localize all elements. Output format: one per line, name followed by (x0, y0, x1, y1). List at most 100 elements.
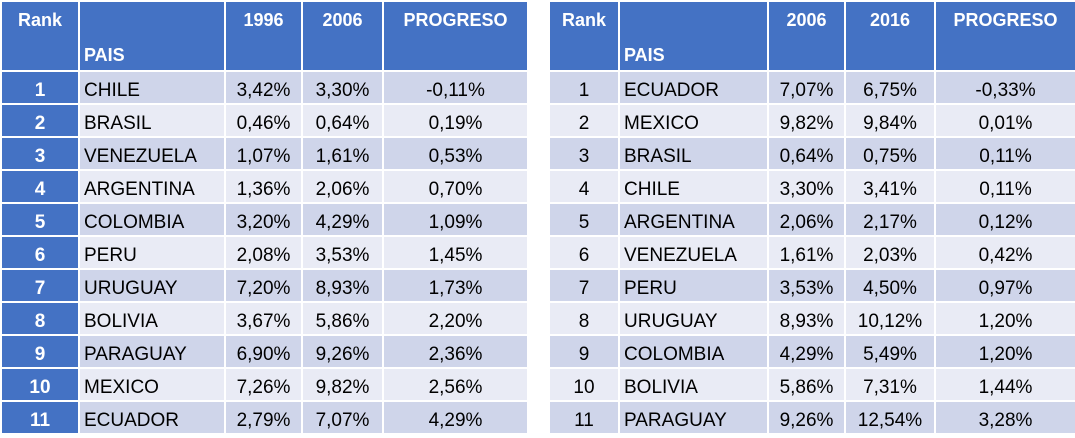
gap (527, 367, 550, 402)
gap (527, 169, 550, 204)
value-cell: 3,30% (767, 169, 846, 204)
value-cell: 4,29% (382, 400, 529, 435)
value-cell: 0,01% (934, 103, 1075, 138)
value-cell: 2,08% (224, 235, 303, 270)
value-cell: 1,61% (301, 136, 384, 171)
value-cell: 7,20% (224, 268, 303, 303)
table-row: 11 ECUADOR 2,79% 7,07% 4,29% 11 PARAGUAY 9,26% 1… (0, 400, 1075, 435)
value-cell: 9,84% (844, 103, 936, 138)
value-cell: 4,29% (301, 202, 384, 237)
table-body: 1 CHILE 3,42% 3,30% -0,11% 1 ECUADOR 7,07% 6,75%… (0, 70, 1075, 435)
table-row: 7 URUGUAY 7,20% 8,93% 1,73% 7 PERU 3,53% 4,50% 0,… (0, 268, 1075, 303)
value-cell: 3,42% (224, 70, 303, 105)
country-cell: BRASIL (618, 136, 769, 171)
country-cell: ARGENTINA (78, 169, 226, 204)
country-cell: BRASIL (78, 103, 226, 138)
rank-cell: 1 (548, 70, 620, 105)
rank-cell: 3 (0, 136, 80, 171)
country-cell: MEXICO (618, 103, 769, 138)
gap (527, 301, 550, 336)
value-cell: 2,17% (844, 202, 936, 237)
rank-cell: 1 (0, 70, 80, 105)
country-cell: COLOMBIA (78, 202, 226, 237)
gap (527, 202, 550, 237)
header-row: Rank PAIS 1996 2006 PROGRESO Rank PAIS 2006 2016… (0, 0, 1075, 72)
value-cell: 0,64% (767, 136, 846, 171)
value-cell: 0,70% (382, 169, 529, 204)
gap (527, 136, 550, 171)
value-cell: 0,12% (934, 202, 1075, 237)
header-cell: PAIS (618, 0, 769, 72)
value-cell: 5,49% (844, 334, 936, 369)
value-cell: 4,50% (844, 268, 936, 303)
value-cell: 1,45% (382, 235, 529, 270)
value-cell: 3,53% (301, 235, 384, 270)
country-cell: PERU (78, 235, 226, 270)
rank-cell: 11 (0, 400, 80, 435)
value-cell: 5,86% (767, 367, 846, 402)
value-cell: 0,19% (382, 103, 529, 138)
value-cell: 3,30% (301, 70, 384, 105)
rank-cell: 7 (0, 268, 80, 303)
value-cell: 3,53% (767, 268, 846, 303)
value-cell: 0,46% (224, 103, 303, 138)
rank-cell: 7 (548, 268, 620, 303)
header-cell: Rank (548, 0, 620, 72)
header-cell: PAIS (78, 0, 226, 72)
value-cell: 9,82% (301, 367, 384, 402)
value-cell: 2,79% (224, 400, 303, 435)
gap (527, 235, 550, 270)
rank-cell: 10 (0, 367, 80, 402)
value-cell: 7,26% (224, 367, 303, 402)
value-cell: 3,41% (844, 169, 936, 204)
value-cell: 1,07% (224, 136, 303, 171)
value-cell: 9,82% (767, 103, 846, 138)
rank-cell: 6 (0, 235, 80, 270)
country-cell: CHILE (78, 70, 226, 105)
rank-cell: 3 (548, 136, 620, 171)
country-cell: ARGENTINA (618, 202, 769, 237)
value-cell: 8,93% (767, 301, 846, 336)
value-cell: 0,42% (934, 235, 1075, 270)
table-row: 10 MEXICO 7,26% 9,82% 2,56% 10 BOLIVIA 5,86% 7,3… (0, 367, 1075, 402)
value-cell: 3,67% (224, 301, 303, 336)
value-cell: 6,90% (224, 334, 303, 369)
value-cell: 2,20% (382, 301, 529, 336)
value-cell: 1,73% (382, 268, 529, 303)
value-cell: 1,20% (934, 334, 1075, 369)
value-cell: 1,44% (934, 367, 1075, 402)
gap (527, 0, 550, 72)
rank-cell: 6 (548, 235, 620, 270)
header-cell: 1996 (224, 0, 303, 72)
country-cell: VENEZUELA (78, 136, 226, 171)
country-cell: MEXICO (78, 367, 226, 402)
header-cell: PROGRESO (382, 0, 529, 72)
header-cell: 2016 (844, 0, 936, 72)
value-cell: 4,29% (767, 334, 846, 369)
rank-cell: 10 (548, 367, 620, 402)
country-cell: CHILE (618, 169, 769, 204)
rank-cell: 2 (0, 103, 80, 138)
value-cell: 9,26% (767, 400, 846, 435)
rank-cell: 8 (0, 301, 80, 336)
value-cell: 2,03% (844, 235, 936, 270)
value-cell: 7,31% (844, 367, 936, 402)
gap (527, 70, 550, 105)
value-cell: 0,97% (934, 268, 1075, 303)
rank-cell: 4 (0, 169, 80, 204)
value-cell: 9,26% (301, 334, 384, 369)
header-cell: 2006 (767, 0, 846, 72)
rank-cell: 5 (548, 202, 620, 237)
table-row: 8 BOLIVIA 3,67% 5,86% 2,20% 8 URUGUAY 8,93% 10,1… (0, 301, 1075, 336)
rank-cell: 11 (548, 400, 620, 435)
table-row: 3 VENEZUELA 1,07% 1,61% 0,53% 3 BRASIL 0,64% 0,7… (0, 136, 1075, 171)
country-cell: BOLIVIA (78, 301, 226, 336)
header-cell: 2006 (301, 0, 384, 72)
value-cell: 1,61% (767, 235, 846, 270)
value-cell: 2,56% (382, 367, 529, 402)
value-cell: 6,75% (844, 70, 936, 105)
rank-cell: 9 (548, 334, 620, 369)
gap (527, 400, 550, 435)
header-cell: PROGRESO (934, 0, 1075, 72)
